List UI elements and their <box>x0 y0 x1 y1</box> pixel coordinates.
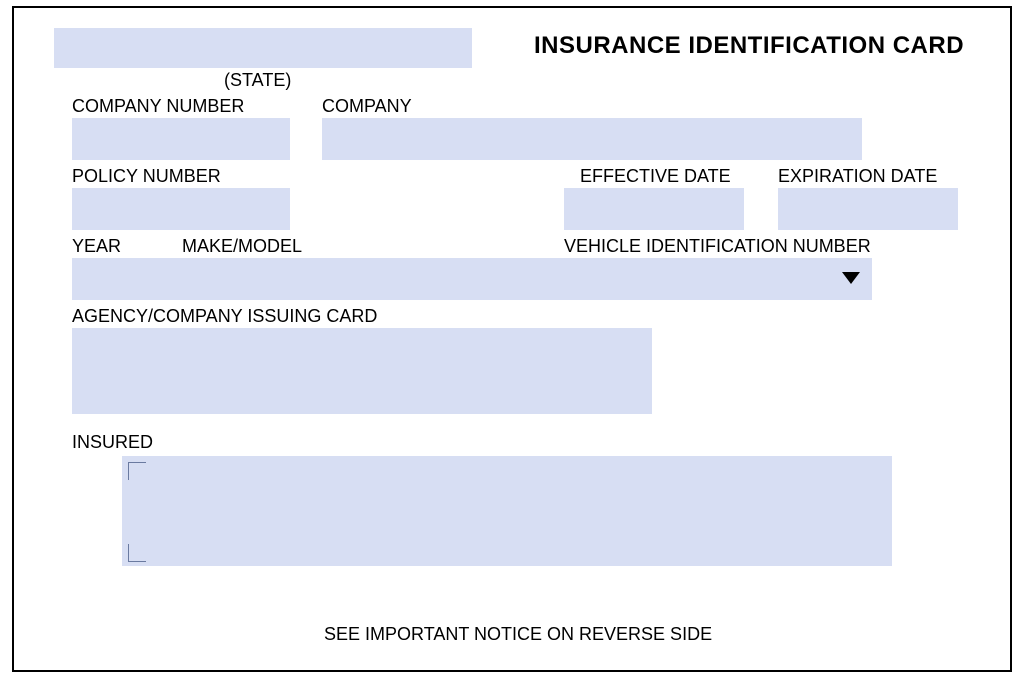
insured-label: INSURED <box>72 432 153 453</box>
vin-label: VEHICLE IDENTIFICATION NUMBER <box>564 236 871 257</box>
insurance-card: INSURANCE IDENTIFICATION CARD (STATE) CO… <box>12 6 1012 672</box>
policy-number-field[interactable] <box>72 188 290 230</box>
expiration-date-field[interactable] <box>778 188 958 230</box>
card-title: INSURANCE IDENTIFICATION CARD <box>534 32 964 60</box>
state-label: (STATE) <box>224 70 291 91</box>
chevron-down-icon[interactable] <box>842 272 860 284</box>
corner-mark-icon <box>128 462 146 480</box>
insured-field[interactable] <box>122 456 892 566</box>
agency-field[interactable] <box>72 328 652 414</box>
footer-notice: SEE IMPORTANT NOTICE ON REVERSE SIDE <box>324 624 712 645</box>
vehicle-row-field[interactable] <box>72 258 872 300</box>
company-number-field[interactable] <box>72 118 290 160</box>
company-number-label: COMPANY NUMBER <box>72 96 244 117</box>
effective-date-label: EFFECTIVE DATE <box>580 166 731 187</box>
state-field[interactable] <box>54 28 472 68</box>
policy-number-label: POLICY NUMBER <box>72 166 221 187</box>
effective-date-field[interactable] <box>564 188 744 230</box>
company-field[interactable] <box>322 118 862 160</box>
expiration-date-label: EXPIRATION DATE <box>778 166 937 187</box>
agency-label: AGENCY/COMPANY ISSUING CARD <box>72 306 377 327</box>
company-label: COMPANY <box>322 96 412 117</box>
make-model-label: MAKE/MODEL <box>182 236 302 257</box>
year-label: YEAR <box>72 236 121 257</box>
corner-mark-icon <box>128 544 146 562</box>
